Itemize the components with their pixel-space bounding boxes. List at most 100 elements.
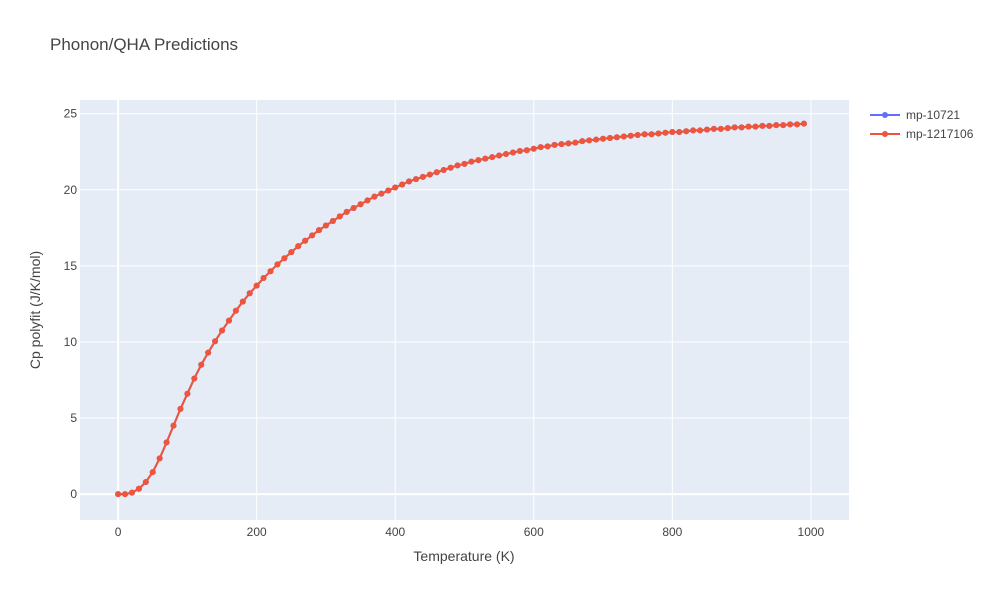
data-point: [613, 134, 620, 141]
data-point: [530, 145, 537, 152]
data-point: [655, 130, 662, 137]
legend-item-mp-1217106[interactable]: mp-1217106: [870, 127, 974, 141]
data-point: [350, 205, 357, 212]
data-point: [163, 439, 170, 446]
y-tick-label: 10: [64, 335, 78, 349]
data-point: [232, 307, 239, 314]
data-point: [156, 455, 163, 462]
data-point: [482, 155, 489, 162]
data-point: [364, 197, 371, 204]
data-point: [738, 124, 745, 131]
data-point: [295, 243, 302, 250]
data-point: [281, 255, 288, 262]
data-point: [503, 151, 510, 158]
data-point: [212, 338, 219, 345]
data-point: [780, 122, 787, 129]
data-point: [800, 120, 807, 127]
data-point: [461, 160, 468, 167]
data-point: [752, 123, 759, 130]
data-point: [516, 147, 523, 154]
data-point: [135, 485, 142, 492]
data-point: [710, 125, 717, 132]
data-point: [551, 141, 558, 148]
data-point: [586, 137, 593, 144]
legend-label: mp-1217106: [906, 127, 974, 141]
data-point: [724, 125, 731, 132]
data-point: [122, 491, 129, 498]
data-point: [475, 157, 482, 164]
x-tick-label: 800: [662, 525, 682, 539]
x-tick-label: 1000: [798, 525, 825, 539]
data-point: [662, 129, 669, 136]
data-point: [336, 213, 343, 220]
data-point: [593, 136, 600, 143]
x-tick-label: 400: [385, 525, 405, 539]
data-point: [260, 275, 267, 282]
data-point: [676, 128, 683, 135]
data-point: [496, 152, 503, 159]
data-point: [399, 181, 406, 188]
data-point: [766, 122, 773, 129]
chart-title: Phonon/QHA Predictions: [50, 35, 238, 54]
data-point: [385, 187, 392, 194]
y-tick-label: 5: [70, 411, 77, 425]
data-point: [690, 127, 697, 134]
data-point: [316, 227, 323, 234]
data-point: [433, 169, 440, 176]
data-point: [357, 201, 364, 208]
x-axis-label: Temperature (K): [413, 548, 514, 564]
x-tick-label: 600: [524, 525, 544, 539]
data-point: [198, 361, 205, 368]
legend-item-mp-10721[interactable]: mp-10721: [870, 108, 960, 122]
data-point: [219, 327, 226, 334]
legend[interactable]: mp-10721 mp-1217106: [870, 108, 974, 141]
data-point: [683, 128, 690, 135]
data-point: [302, 237, 309, 244]
plot-background: [80, 100, 849, 520]
data-point: [600, 135, 607, 142]
series-line: [118, 122, 805, 496]
y-tick-label: 0: [70, 487, 77, 501]
data-point: [634, 132, 641, 138]
data-point: [253, 282, 260, 289]
data-point: [392, 184, 399, 191]
data-point: [142, 478, 149, 485]
data-point: [274, 261, 281, 268]
data-point: [115, 491, 122, 498]
data-point: [419, 173, 426, 180]
data-point: [558, 141, 565, 148]
y-tick-label: 20: [64, 183, 78, 197]
data-point: [371, 193, 378, 200]
data-point: [440, 167, 447, 173]
data-point: [191, 375, 198, 382]
data-point: [288, 249, 295, 256]
data-point: [489, 154, 496, 161]
data-point: [787, 121, 794, 128]
data-point: [128, 489, 135, 496]
data-point: [267, 268, 274, 275]
legend-swatch-marker: [882, 112, 888, 118]
data-point: [468, 158, 475, 165]
data-point: [627, 132, 634, 139]
data-point: [579, 138, 586, 145]
series-lines: [115, 120, 807, 498]
data-point: [669, 128, 676, 135]
grid-lines: [80, 100, 849, 520]
axis-ticks: 0 200 400 600 800 1000 0 5 10 15 20 25: [64, 107, 825, 539]
data-point: [309, 232, 316, 239]
data-point: [378, 190, 385, 197]
data-point: [523, 147, 530, 154]
x-tick-label: 200: [247, 525, 267, 539]
data-point: [717, 125, 724, 132]
data-point: [606, 135, 613, 142]
data-point: [648, 131, 655, 138]
data-point: [731, 124, 738, 131]
y-tick-label: 15: [64, 259, 78, 273]
legend-label: mp-10721: [906, 108, 960, 122]
data-point: [454, 162, 461, 169]
data-point: [343, 208, 350, 215]
data-point: [413, 176, 420, 183]
legend-swatch-marker: [882, 131, 888, 137]
data-point: [537, 144, 544, 151]
